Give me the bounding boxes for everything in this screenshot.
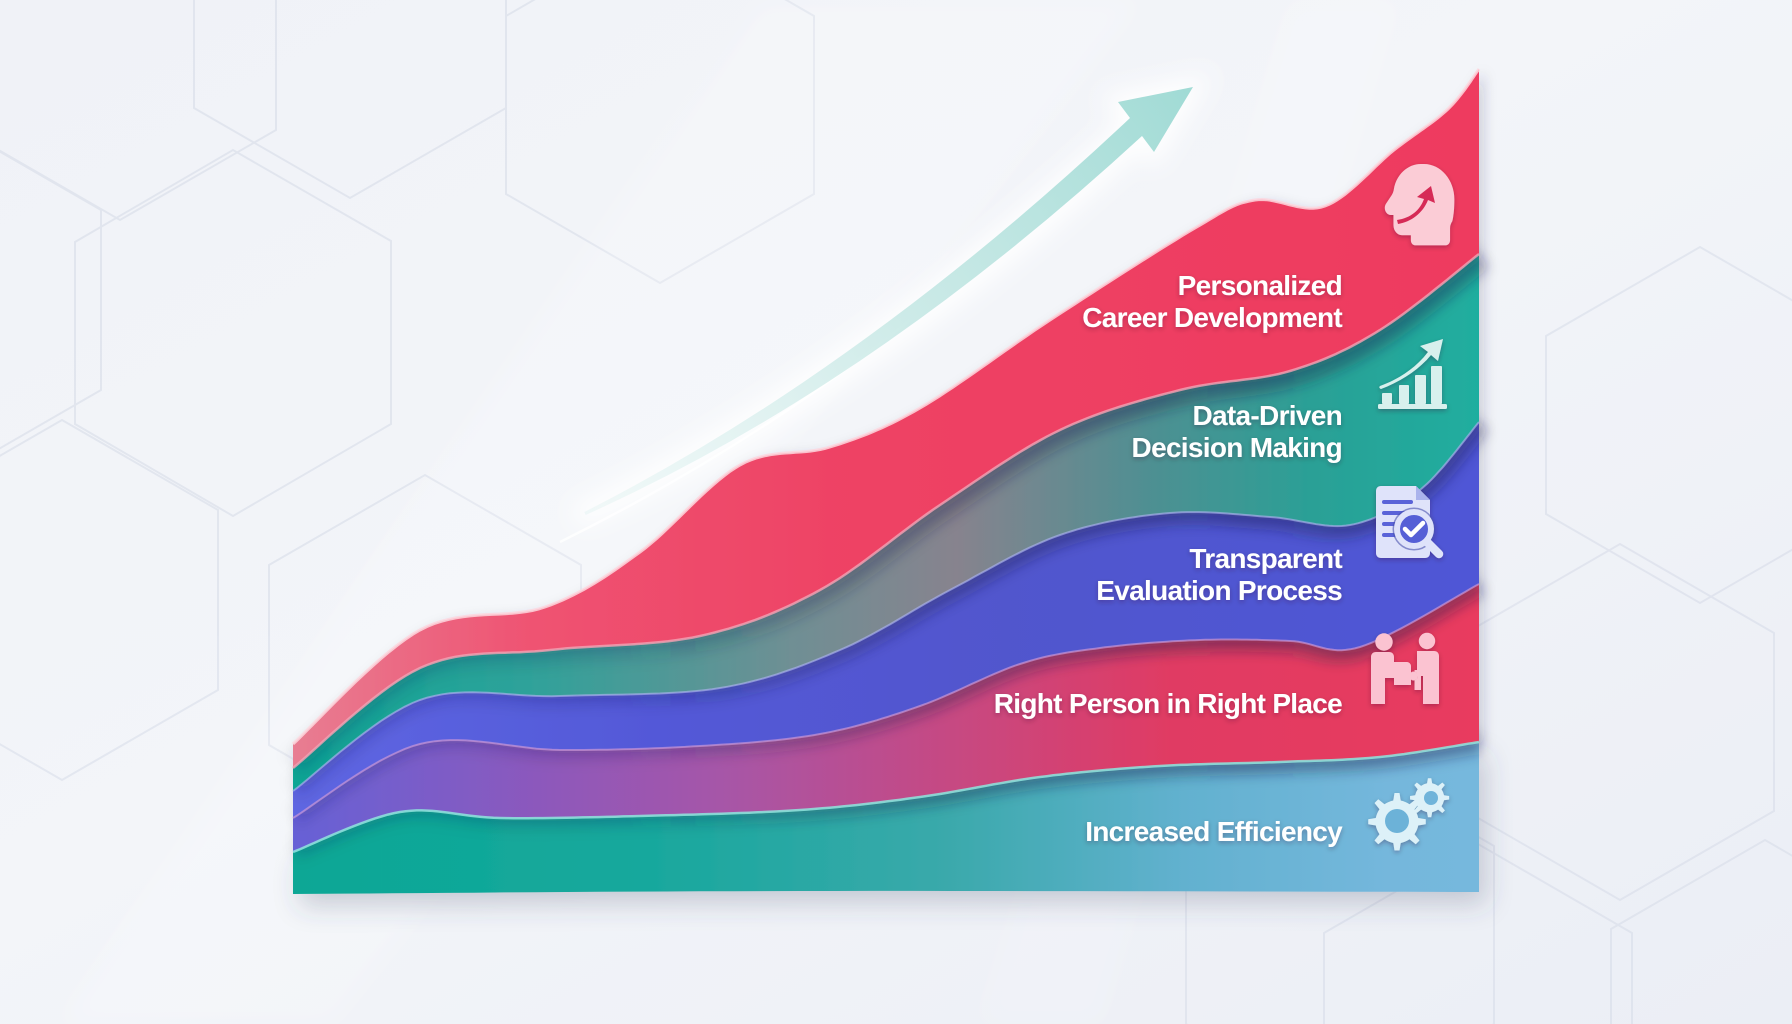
svg-text:Career Development: Career Development <box>1082 302 1342 333</box>
svg-text:Evaluation Process: Evaluation Process <box>1096 575 1342 606</box>
svg-text:Transparent: Transparent <box>1189 543 1342 574</box>
svg-text:Personalized: Personalized <box>1178 270 1342 301</box>
svg-text:Right Person in Right Place: Right Person in Right Place <box>994 688 1342 719</box>
svg-text:Increased Efficiency: Increased Efficiency <box>1085 816 1343 847</box>
svg-text:Data-Driven: Data-Driven <box>1193 400 1342 431</box>
svg-text:Decision Making: Decision Making <box>1132 432 1342 463</box>
